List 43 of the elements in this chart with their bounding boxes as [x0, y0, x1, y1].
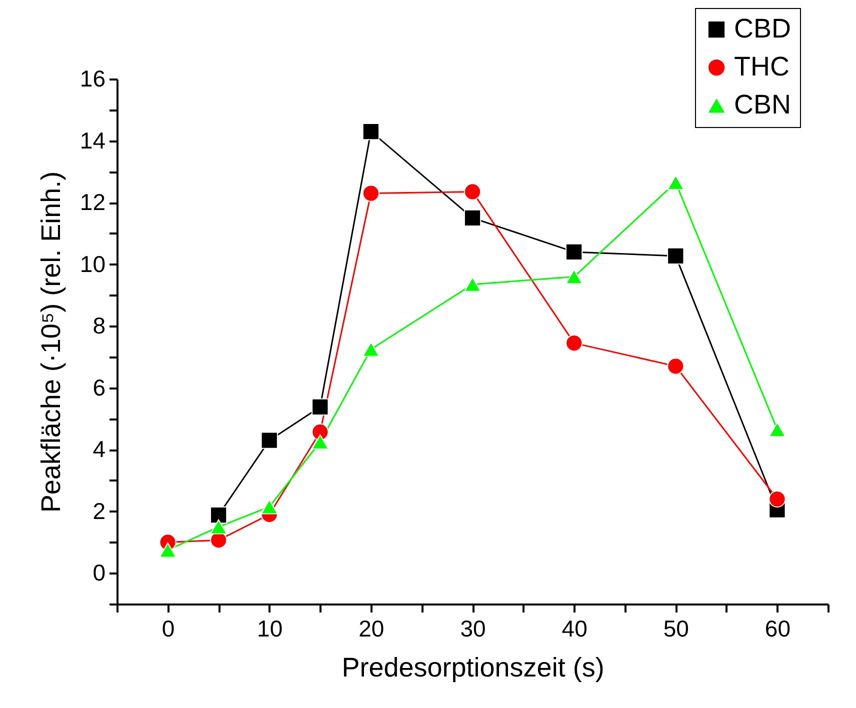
point: [667, 247, 684, 265]
point: [260, 432, 278, 449]
x-tick-label: 20: [358, 616, 384, 642]
point: [768, 490, 786, 508]
point: [768, 422, 786, 437]
legend-label: CBD: [734, 14, 792, 44]
point: [312, 398, 329, 416]
x-tick-label: 60: [764, 616, 791, 642]
x-tick-label: 40: [562, 616, 588, 642]
y-tick-label: 14: [80, 127, 106, 154]
x-tick-label: 0: [162, 616, 175, 642]
legend-label: CBN: [734, 90, 792, 120]
point: [566, 269, 583, 284]
point: [362, 342, 380, 357]
point: [362, 122, 380, 140]
point: [566, 243, 583, 261]
y-tick-label: 2: [92, 498, 106, 524]
point: [260, 499, 278, 514]
y-tick-label: 10: [80, 250, 106, 277]
point: [159, 542, 176, 558]
y-tick-label: 6: [92, 374, 106, 400]
point: [464, 276, 482, 292]
point: [312, 423, 329, 441]
point: [667, 174, 684, 190]
point: [362, 184, 380, 202]
point: [566, 334, 583, 352]
y-tick-label: 8: [92, 312, 106, 339]
y-tick-label: 12: [80, 189, 106, 216]
y-tick-label: 0: [92, 560, 106, 586]
legend-label: THC: [734, 52, 790, 82]
x-tick-label: 50: [663, 616, 689, 642]
point: [210, 519, 228, 534]
point: [464, 209, 482, 227]
point: [312, 434, 329, 450]
x-tick-label: 10: [257, 616, 283, 642]
y-axis-title: Peakfläche (·10⁵) (rel. Einh.): [36, 171, 66, 513]
point: [667, 358, 684, 375]
point: [464, 183, 482, 200]
point: [210, 506, 228, 524]
x-tick-label: 30: [460, 616, 486, 642]
y-tick-label: 4: [92, 436, 106, 462]
y-tick-label: 16: [80, 66, 106, 92]
x-axis-title: Predesorptionszeit (s): [342, 652, 604, 682]
